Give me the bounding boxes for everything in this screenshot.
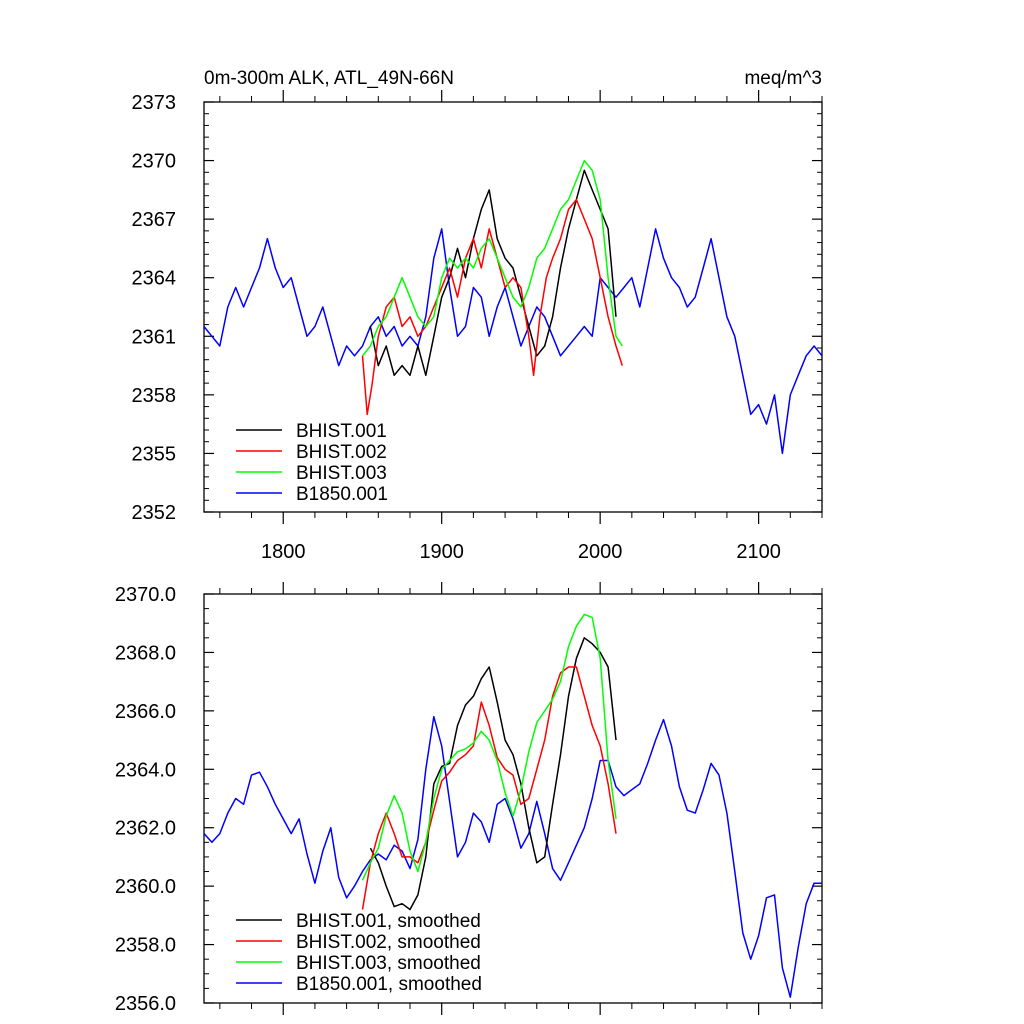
plot-frame bbox=[203, 101, 823, 513]
legend-label: B1850.001, smoothed bbox=[296, 974, 482, 995]
x-tick-label: 2000 bbox=[578, 541, 623, 563]
top-title-left: 0m-300m ALK, ATL_49N-66N bbox=[204, 68, 454, 89]
top-title-right: meq/m^3 bbox=[744, 68, 822, 89]
y-tick-label: 2352 bbox=[132, 502, 177, 524]
series-line-bhist-002 bbox=[361, 198, 624, 416]
y-tick-label: 2361 bbox=[132, 326, 177, 348]
legend-label: BHIST.003 bbox=[296, 463, 387, 484]
y-tick-label: 2370 bbox=[132, 151, 177, 173]
y-tick-label: 2366.0 bbox=[115, 701, 176, 723]
series-line-bhist-003 bbox=[361, 159, 623, 357]
y-tick-label: 2355 bbox=[132, 443, 177, 465]
series-line-bhist-002 bbox=[361, 666, 617, 910]
y-tick-label: 2360.0 bbox=[115, 876, 176, 898]
legend-label: BHIST.002, smoothed bbox=[296, 932, 481, 953]
legend-label: BHIST.001, smoothed bbox=[296, 911, 481, 932]
y-tick-label: 2368.0 bbox=[115, 642, 176, 664]
series-line-bhist-001 bbox=[369, 637, 617, 911]
chart-top-panel: 0m-300m ALK, ATL_49N-66N meq/m^3 2352 235… bbox=[132, 68, 823, 563]
x-tick-label: 1900 bbox=[419, 541, 464, 563]
legend-label: BHIST.002 bbox=[296, 442, 387, 463]
legend-label: B1850.001 bbox=[296, 484, 388, 505]
y-tick-label: 2364 bbox=[132, 268, 177, 290]
y-tick-label: 2367 bbox=[132, 209, 177, 231]
x-tick-label: 2100 bbox=[736, 541, 781, 563]
x-tick-label: 1800 bbox=[261, 541, 306, 563]
y-tick-label: 2364.0 bbox=[115, 759, 176, 781]
y-tick-label: 2370.0 bbox=[115, 584, 176, 606]
series-line-b1850-001 bbox=[204, 228, 822, 455]
series-line-bhist-003 bbox=[361, 613, 617, 881]
y-tick-label: 2362.0 bbox=[115, 818, 176, 840]
y-tick-label: 2373 bbox=[132, 92, 177, 114]
legend-label: BHIST.001 bbox=[296, 421, 387, 442]
y-tick-label: 2356.0 bbox=[115, 993, 176, 1015]
legend-label: BHIST.003, smoothed bbox=[296, 953, 481, 974]
chart-bottom-panel: 2356.0 2358.0 2360.0 2362.0 2364.0 2366.0 2368… bbox=[115, 582, 823, 1015]
series-line-b1850-001 bbox=[204, 715, 822, 998]
series-line-bhist-001 bbox=[369, 169, 617, 377]
y-tick-label: 2358.0 bbox=[115, 935, 176, 957]
y-tick-label: 2358 bbox=[132, 385, 177, 407]
